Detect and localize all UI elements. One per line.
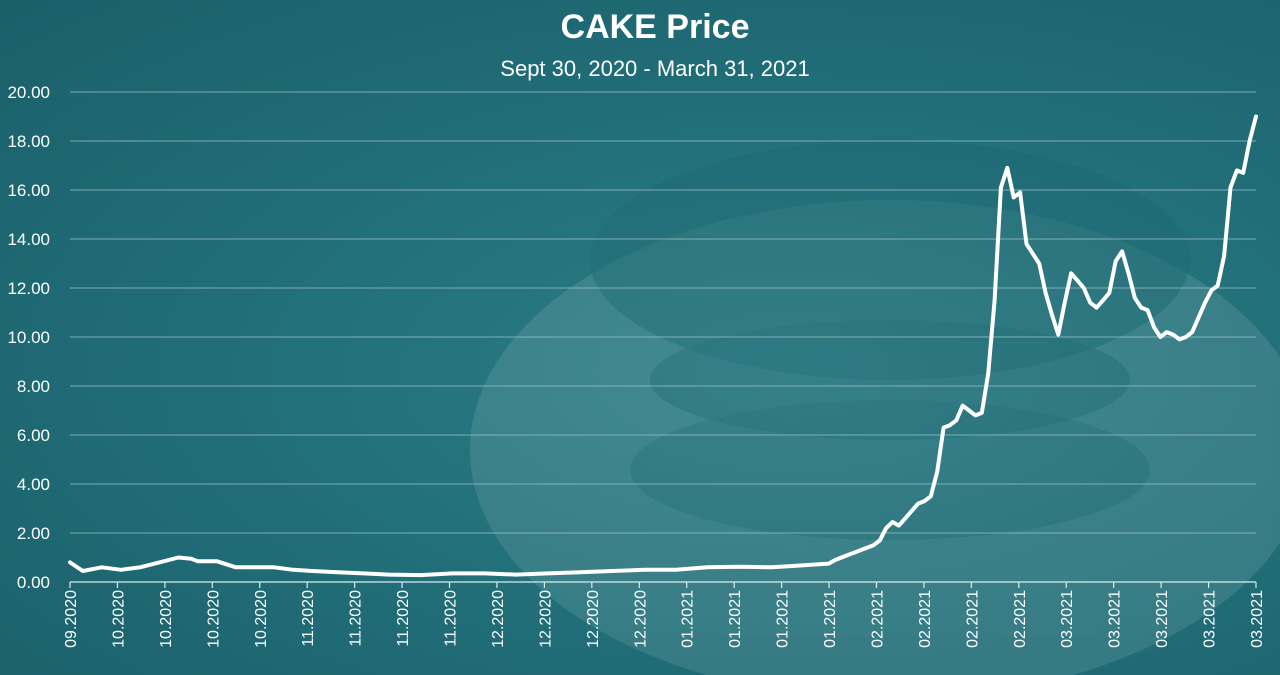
y-tick-label: 8.00: [17, 377, 50, 396]
y-tick-label: 18.00: [7, 132, 50, 151]
y-tick-label: 14.00: [7, 230, 50, 249]
x-tick-label: 10.2020: [110, 590, 127, 648]
x-tick-label: 01.2021: [775, 590, 792, 648]
x-tick-label: 12.2020: [632, 590, 649, 648]
series-line-cake-price: [68, 114, 1258, 578]
y-tick-label: 10.00: [7, 328, 50, 347]
x-axis-ticks: 09.2020 10.2020 10.2020 10.2020 10.2020 11.20…: [63, 582, 1266, 648]
gridlines: [70, 91, 1256, 534]
x-tick-label: 02.2021: [964, 590, 981, 648]
x-tick-label: 01.2021: [680, 590, 697, 648]
y-axis-ticks: 0.00 2.00 4.00 6.00 8.00 10.00 12.00 14.00 16.00…: [7, 83, 50, 592]
y-tick-label: 12.00: [7, 279, 50, 298]
x-tick-label: 03.2021: [1059, 590, 1076, 648]
chart-subtitle: Sept 30, 2020 - March 31, 2021: [500, 56, 809, 81]
x-tick-label: 12.2020: [585, 590, 602, 648]
x-tick-label: 12.2020: [490, 590, 507, 648]
x-tick-label: 10.2020: [205, 590, 222, 648]
y-tick-label: 6.00: [17, 426, 50, 445]
x-tick-label: 03.2021: [1154, 590, 1171, 648]
y-tick-label: 20.00: [7, 83, 50, 102]
x-tick-label: 12.2020: [537, 590, 554, 648]
y-tick-label: 16.00: [7, 181, 50, 200]
x-tick-label: 02.2021: [1012, 590, 1029, 648]
x-tick-label: 11.2020: [300, 590, 317, 647]
y-tick-label: 4.00: [17, 475, 50, 494]
x-tick-label: 03.2021: [1202, 590, 1219, 648]
y-tick-label: 0.00: [17, 573, 50, 592]
x-tick-label: 01.2021: [727, 590, 744, 648]
y-tick-label: 2.00: [17, 524, 50, 543]
x-tick-label: 03.2021: [1249, 590, 1266, 648]
x-tick-label: 01.2021: [822, 590, 839, 648]
series-layer: [68, 114, 1258, 578]
x-tick-label: 02.2021: [869, 590, 886, 648]
x-tick-label: 09.2020: [63, 590, 80, 648]
x-tick-label: 03.2021: [1107, 590, 1124, 648]
x-tick-label: 10.2020: [253, 590, 270, 648]
x-tick-label: 11.2020: [395, 590, 412, 647]
x-tick-label: 10.2020: [158, 590, 175, 648]
x-tick-label: 02.2021: [917, 590, 934, 648]
x-tick-label: 11.2020: [348, 590, 365, 647]
x-tick-label: 11.2020: [443, 590, 460, 647]
chart-title: CAKE Price: [561, 8, 750, 46]
